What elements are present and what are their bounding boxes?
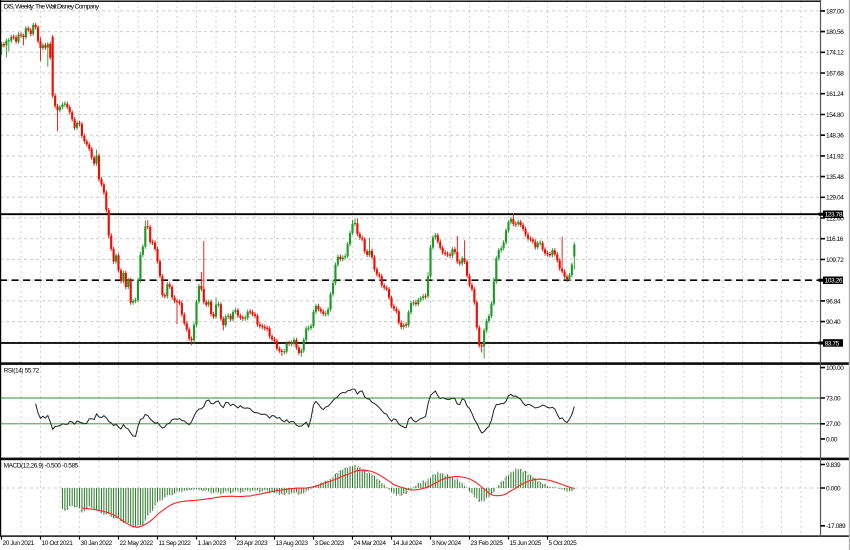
svg-text:129.04: 129.04 (826, 195, 844, 202)
svg-text:5 Oct 2025: 5 Oct 2025 (549, 540, 578, 547)
svg-text:DIS, Weekly: The Walt Disney: DIS, Weekly: The Walt Disney Company (4, 3, 100, 10)
svg-text:1 Jan 2023: 1 Jan 2023 (198, 540, 227, 547)
svg-text:161.24: 161.24 (826, 91, 844, 98)
svg-text:20 Jun 2021: 20 Jun 2021 (3, 540, 35, 547)
svg-text:15 Jun 2025: 15 Jun 2025 (510, 540, 542, 547)
svg-text:123.78: 123.78 (825, 212, 843, 219)
svg-text:90.40: 90.40 (826, 319, 841, 326)
svg-text:187.00: 187.00 (826, 8, 844, 15)
svg-text:10 Oct 2021: 10 Oct 2021 (42, 540, 74, 547)
svg-text:0.000: 0.000 (826, 485, 841, 492)
svg-text:100.00: 100.00 (826, 365, 844, 372)
svg-text:-17.089: -17.089 (826, 523, 846, 530)
svg-text:RSI(14) 55.72: RSI(14) 55.72 (4, 367, 40, 374)
svg-text:0.00: 0.00 (826, 436, 838, 443)
svg-text:109.72: 109.72 (826, 257, 844, 264)
svg-text:3 Dec 2023: 3 Dec 2023 (315, 540, 345, 547)
svg-text:180.56: 180.56 (826, 29, 844, 36)
svg-text:103.26: 103.26 (825, 278, 843, 285)
svg-text:13 Aug 2023: 13 Aug 2023 (276, 540, 309, 547)
svg-text:73.00: 73.00 (826, 395, 841, 402)
svg-text:30 Jan 2022: 30 Jan 2022 (81, 540, 113, 547)
svg-text:135.48: 135.48 (826, 174, 844, 181)
svg-text:141.92: 141.92 (826, 153, 844, 160)
svg-text:23 Apr 2023: 23 Apr 2023 (237, 540, 268, 547)
svg-text:MACD(12,26,9) -0.500 -0.585: MACD(12,26,9) -0.500 -0.585 (4, 463, 79, 470)
svg-text:23 Feb 2025: 23 Feb 2025 (471, 540, 504, 547)
svg-text:148.36: 148.36 (826, 133, 844, 140)
svg-text:3 Nov 2024: 3 Nov 2024 (432, 540, 462, 547)
svg-text:116.16: 116.16 (826, 236, 844, 243)
svg-text:24 Mar 2024: 24 Mar 2024 (354, 540, 387, 547)
svg-text:167.68: 167.68 (826, 70, 844, 77)
svg-text:22 May 2022: 22 May 2022 (120, 540, 154, 547)
svg-text:14 Jul 2024: 14 Jul 2024 (393, 540, 423, 547)
svg-text:11 Sep 2022: 11 Sep 2022 (159, 540, 192, 547)
svg-text:9.839: 9.839 (826, 462, 841, 469)
svg-text:122.60: 122.60 (826, 215, 844, 222)
svg-text:83.75: 83.75 (825, 340, 840, 347)
svg-text:96.84: 96.84 (826, 298, 841, 305)
svg-text:154.80: 154.80 (826, 112, 844, 119)
svg-text:27.00: 27.00 (826, 421, 841, 428)
svg-text:174.12: 174.12 (826, 50, 844, 57)
